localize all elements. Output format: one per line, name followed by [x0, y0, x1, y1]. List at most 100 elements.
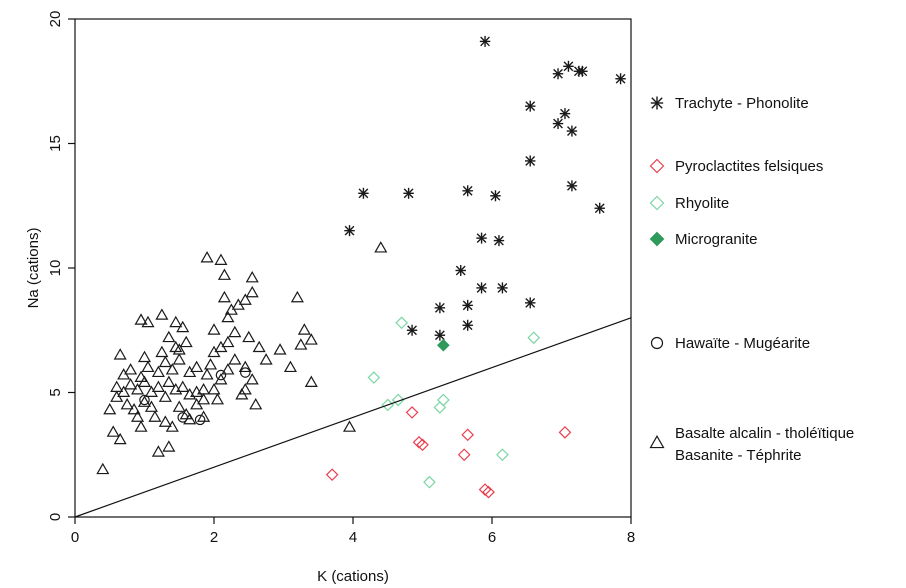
- legend-marker: [649, 195, 665, 211]
- data-point: [304, 375, 318, 387]
- data-point: [203, 358, 218, 370]
- data-point: [137, 350, 152, 363]
- data-point: [552, 68, 564, 80]
- legend-item: Microgranite: [649, 231, 758, 248]
- data-point: [238, 383, 252, 395]
- data-point: [221, 310, 235, 323]
- data-point: [462, 185, 473, 197]
- data-point: [214, 253, 228, 265]
- y-tick-label: 0: [47, 513, 64, 521]
- data-point: [245, 285, 259, 298]
- data-point: [482, 485, 495, 499]
- data-point: [476, 282, 487, 294]
- data-point: [155, 345, 169, 358]
- data-point: [207, 383, 221, 395]
- data-point: [221, 363, 235, 375]
- data-point: [117, 385, 131, 397]
- data-point: [158, 355, 172, 368]
- data-point: [217, 290, 231, 303]
- data-point: [367, 371, 381, 384]
- data-point: [457, 448, 471, 462]
- data-point: [134, 313, 148, 325]
- data-point: [224, 303, 238, 315]
- data-point: [493, 235, 505, 247]
- data-point: [207, 345, 221, 358]
- data-point: [177, 412, 189, 423]
- data-point: [577, 65, 588, 77]
- data-point: [406, 324, 418, 336]
- legend-item: Basalte alcalin - tholéïtique Basanite - …: [649, 425, 854, 464]
- legend-label: Hawaïte - Mugéarite: [675, 335, 810, 352]
- data-point: [273, 343, 287, 355]
- data-point: [479, 35, 491, 47]
- x-tick-label: 0: [71, 529, 79, 546]
- data-point: [527, 331, 541, 345]
- data-point: [214, 373, 228, 385]
- data-point: [172, 353, 186, 365]
- data-point: [245, 270, 259, 283]
- data-point: [217, 268, 231, 280]
- y-axis-title: Na (cations): [25, 228, 42, 309]
- y-tick-label: 5: [47, 388, 64, 396]
- data-point: [566, 180, 578, 192]
- y-axis: 0 5 10 15 20: [47, 11, 75, 521]
- legend-item: Hawaïte - Mugéarite: [650, 335, 810, 352]
- data-point: [162, 330, 176, 343]
- data-point: [176, 380, 190, 392]
- data-point: [249, 397, 263, 410]
- data-point: [183, 388, 197, 400]
- data-point: [106, 425, 120, 437]
- legend-label: Rhyolite: [675, 195, 729, 212]
- data-point: [497, 282, 508, 294]
- data-point: [297, 323, 311, 335]
- data-point: [283, 360, 297, 373]
- x-tick-label: 2: [210, 529, 218, 546]
- data-point: [169, 315, 183, 328]
- data-point: [242, 330, 256, 343]
- data-point: [563, 60, 574, 72]
- data-point: [290, 290, 304, 303]
- data-point: [200, 251, 214, 263]
- data-point: [158, 390, 172, 402]
- data-point: [403, 187, 414, 199]
- data-point: [228, 353, 242, 365]
- plot-marks: [96, 35, 626, 499]
- data-point: [155, 308, 169, 320]
- legend-label: Basalte alcalin - tholéïtique: [675, 425, 854, 442]
- data-point: [221, 335, 235, 348]
- data-point: [169, 383, 183, 395]
- data-point: [127, 402, 141, 415]
- data-point: [374, 241, 388, 253]
- data-point: [151, 380, 165, 392]
- data-point: [239, 367, 251, 378]
- data-point: [559, 108, 571, 120]
- data-point: [176, 320, 190, 333]
- data-point: [416, 438, 429, 452]
- data-point: [179, 335, 193, 348]
- legend-label: Microgranite: [675, 231, 758, 248]
- data-point: [141, 315, 155, 328]
- data-point: [558, 425, 572, 439]
- data-point: [139, 394, 150, 406]
- data-point: [113, 348, 127, 360]
- data-point: [252, 340, 266, 353]
- data-point: [437, 393, 450, 407]
- data-point: [304, 333, 318, 345]
- legend-item: Pyroclactites felsiques: [649, 158, 823, 175]
- legend-marker: [649, 158, 665, 174]
- data-point: [259, 353, 273, 365]
- data-point: [131, 410, 145, 422]
- data-point: [412, 435, 426, 449]
- data-point: [148, 410, 162, 422]
- legend: Trachyte - Phonolite Pyroclactites felsiq…: [649, 95, 854, 464]
- data-point: [391, 393, 405, 407]
- data-point: [207, 323, 221, 335]
- data-point: [190, 360, 204, 373]
- data-point: [96, 462, 110, 475]
- data-point: [525, 297, 536, 309]
- data-point: [194, 414, 206, 426]
- data-point: [566, 125, 578, 137]
- data-point: [434, 302, 446, 314]
- data-point: [594, 202, 605, 214]
- data-point: [124, 378, 138, 390]
